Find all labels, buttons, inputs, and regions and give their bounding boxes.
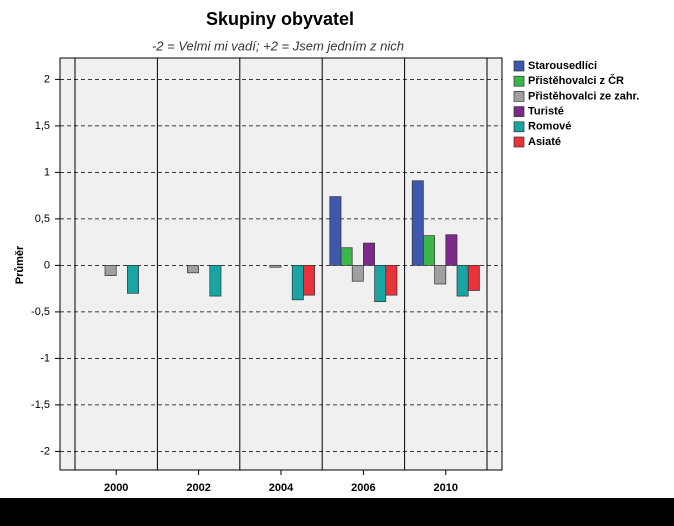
legend-swatch bbox=[513, 106, 525, 117]
legend-label: Romové bbox=[528, 121, 571, 133]
y-tick-label: 1 bbox=[44, 166, 50, 178]
bar bbox=[467, 265, 480, 291]
bar bbox=[434, 265, 447, 285]
legend-swatch bbox=[513, 75, 525, 87]
bar bbox=[351, 265, 364, 282]
bar bbox=[445, 234, 458, 266]
legend-label: Starousedlíci bbox=[528, 60, 597, 72]
x-tick-label: 2006 bbox=[351, 482, 375, 494]
x-tick-label: 2000 bbox=[104, 482, 128, 494]
y-tick-label: 1,5 bbox=[35, 120, 50, 132]
legend-swatch bbox=[513, 60, 525, 72]
legend-label: Přistěhovalci z ČR bbox=[528, 74, 624, 87]
bar bbox=[187, 265, 199, 274]
bar bbox=[456, 265, 469, 297]
legend-label: Turisté bbox=[528, 106, 564, 118]
legend-swatch bbox=[513, 136, 525, 148]
chart-subtitle: -2 = Velmi mi vadí; +2 = Jsem jedním z n… bbox=[152, 38, 404, 53]
y-tick-label: 0 bbox=[44, 259, 50, 271]
bar bbox=[269, 265, 282, 268]
x-tick-label: 2010 bbox=[434, 482, 458, 494]
legend-swatch bbox=[513, 121, 525, 133]
legend-label: Přistěhovalci ze zahr. bbox=[528, 90, 639, 102]
bar bbox=[423, 235, 435, 266]
bar bbox=[127, 265, 139, 294]
bar bbox=[303, 265, 315, 296]
chart-title: Skupiny obyvatel bbox=[206, 9, 354, 29]
x-tick-label: 2004 bbox=[269, 482, 294, 494]
y-tick-label: 2 bbox=[44, 73, 50, 85]
bottom-bar bbox=[0, 498, 674, 526]
bar bbox=[340, 247, 353, 266]
bar bbox=[104, 265, 117, 276]
x-tick-label: 2002 bbox=[186, 482, 210, 494]
y-tick-label: -1,5 bbox=[31, 399, 50, 411]
plot-area bbox=[59, 57, 503, 471]
bar bbox=[374, 265, 387, 303]
legend-swatch bbox=[513, 91, 525, 102]
y-axis-label: Průměr bbox=[14, 245, 26, 284]
y-tick-label: -2 bbox=[40, 445, 50, 457]
bar bbox=[329, 196, 342, 266]
legend-label: Asiaté bbox=[528, 136, 561, 148]
y-tick-label: -1 bbox=[40, 352, 50, 364]
bar bbox=[411, 180, 424, 266]
bar bbox=[209, 265, 222, 297]
y-tick-label: 0,5 bbox=[35, 213, 50, 225]
bar bbox=[385, 265, 398, 296]
bar bbox=[363, 242, 375, 266]
bar bbox=[291, 265, 304, 301]
y-tick-label: -0,5 bbox=[31, 306, 50, 318]
